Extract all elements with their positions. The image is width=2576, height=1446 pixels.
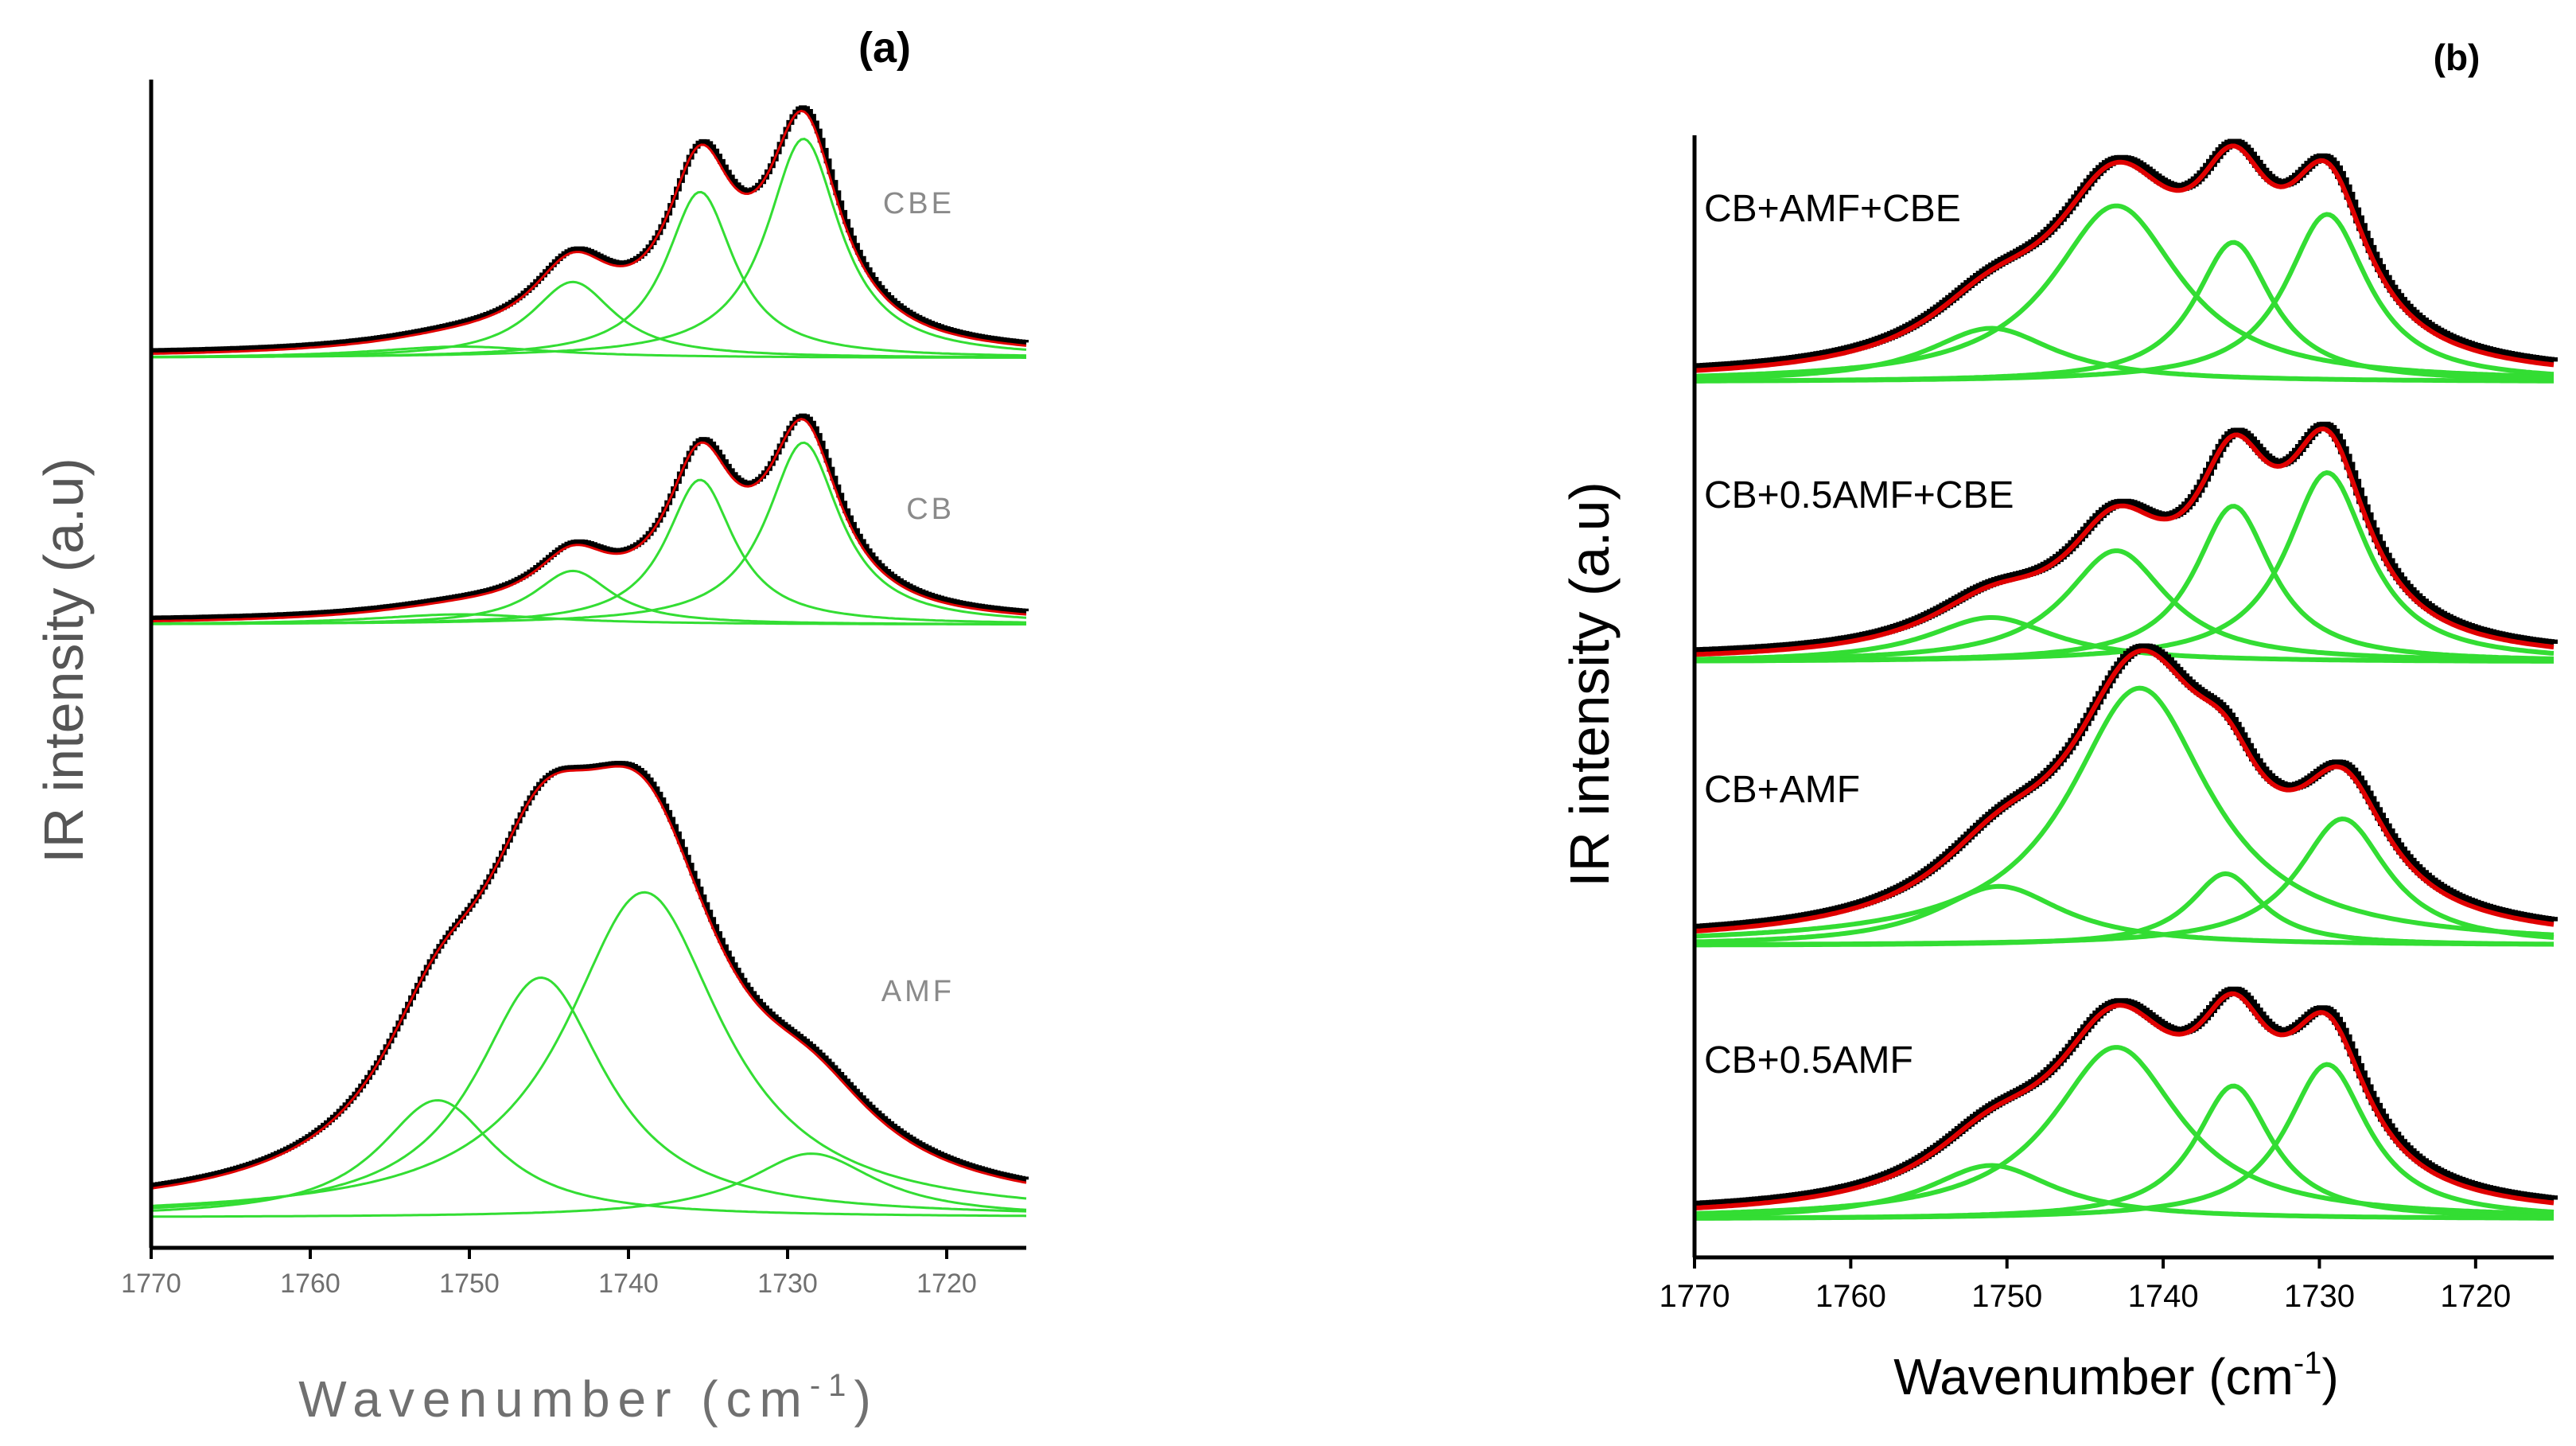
component-peak-4	[151, 441, 1027, 626]
panel-a-x-ticks: 1770 1760 1750 1740 1730 1720	[121, 1248, 977, 1299]
fit-curve	[1694, 426, 2555, 657]
panel-b-x-axis-label-sup: -1	[2294, 1346, 2322, 1381]
experimental-curve	[151, 413, 1029, 621]
spectrum-amf	[150, 761, 1029, 1218]
sample-label: CB+0.5AMF+CBE	[1704, 474, 2014, 516]
sample-label: CBE	[883, 187, 955, 220]
component-peak-3	[151, 478, 1026, 626]
component-peak-2	[1695, 548, 2554, 663]
fit-curve	[1694, 991, 2555, 1210]
component-peak-4	[1695, 212, 2555, 384]
experimental-curve	[151, 105, 1029, 353]
experimental-curve	[1693, 986, 2558, 1209]
spectrum-cb-amf-cbe	[1693, 138, 2558, 384]
x-tick-label: 1720	[916, 1269, 977, 1299]
sample-label: CB+AMF+CBE	[1704, 188, 1961, 230]
component-peak-3	[150, 891, 1027, 1207]
x-tick-label: 1750	[1971, 1279, 2042, 1314]
sample-label: CB+0.5AMF	[1704, 1039, 1913, 1082]
spectrum-cb-0-5amf-cbe	[1693, 421, 2558, 664]
panel-a-x-axis-label-sup: -1	[810, 1368, 854, 1403]
panel-a-y-axis-label: IR intensity (a.u)	[33, 458, 95, 863]
experimental-curve	[151, 761, 1029, 1188]
component-peak-4	[151, 138, 1027, 359]
component-peak-4	[1695, 816, 2555, 947]
x-tick-label: 1770	[121, 1269, 181, 1299]
x-tick-label: 1730	[757, 1269, 818, 1299]
panel-b-x-axis-label-main: Wavenumber (cm	[1893, 1348, 2294, 1405]
component-peak-1	[150, 1099, 1027, 1218]
panel-b-label: (b)	[2434, 37, 2481, 78]
spectrum-cb	[150, 413, 1029, 626]
panel-b-x-ticks: 1770 1760 1750 1740 1730 1720	[1660, 1257, 2511, 1314]
spectrum-cb-amf	[1693, 643, 2558, 948]
panel-a-spectra	[150, 105, 1029, 1218]
x-tick-label: 1750	[439, 1269, 500, 1299]
sample-label: CB+AMF	[1704, 769, 1860, 811]
panel-a-x-axis-label: Wavenumber (cm-1)	[298, 1368, 879, 1428]
x-tick-label: 1720	[2440, 1279, 2511, 1314]
component-peak-3	[1695, 240, 2554, 384]
component-peak-3	[1695, 504, 2555, 664]
component-peak-2	[1694, 685, 2555, 939]
component-peak-2	[1694, 203, 2555, 380]
panel-b-y-axis-label: IR intensity (a.u)	[1558, 481, 1621, 887]
panel-a-x-axis-label-close: )	[854, 1370, 878, 1428]
panel-b-x-axis-label-close: )	[2321, 1348, 2338, 1405]
panel-a-sample-labels: CBE CB AMF	[881, 187, 955, 1008]
experimental-curve	[1693, 421, 2558, 656]
panel-b-sample-labels: CB+AMF+CBE CB+0.5AMF+CBE CB+AMF CB+0.5AMF	[1704, 188, 2014, 1082]
x-tick-label: 1770	[1660, 1279, 1730, 1314]
component-peak-4	[1695, 1062, 2555, 1221]
x-tick-label: 1740	[2128, 1279, 2199, 1314]
x-tick-label: 1740	[598, 1269, 659, 1299]
fit-curve	[1694, 143, 2555, 373]
x-tick-label: 1730	[2284, 1279, 2355, 1314]
sample-label: AMF	[881, 975, 955, 1008]
panel-b-x-axis-label: Wavenumber (cm-1)	[1893, 1346, 2339, 1405]
experimental-curve	[1693, 138, 2558, 372]
fit-curve	[1694, 648, 2555, 934]
component-peak-2	[1694, 1045, 2555, 1217]
fit-curve	[150, 109, 1027, 355]
panel-b: (b) IR intensity (a.u) Wavenumber (cm-1)…	[1558, 37, 2558, 1405]
sample-label: CB	[906, 493, 955, 526]
x-tick-label: 1760	[1815, 1279, 1886, 1314]
fit-curve	[150, 418, 1027, 623]
component-peak-3	[1695, 1083, 2555, 1221]
panel-a: (a) IR intensity (a.u) Wavenumber (cm-1)…	[33, 24, 1029, 1428]
x-tick-label: 1760	[280, 1269, 340, 1299]
panel-b-spectra	[1693, 138, 2558, 1221]
panel-a-x-axis-label-main: Wavenumber (cm	[298, 1370, 810, 1428]
spectrum-cb-0-5amf	[1693, 986, 2558, 1221]
component-peak-4	[151, 1152, 1027, 1218]
fit-curve	[150, 765, 1027, 1190]
panel-a-label: (a)	[858, 24, 911, 72]
spectrum-cbe	[150, 105, 1029, 359]
